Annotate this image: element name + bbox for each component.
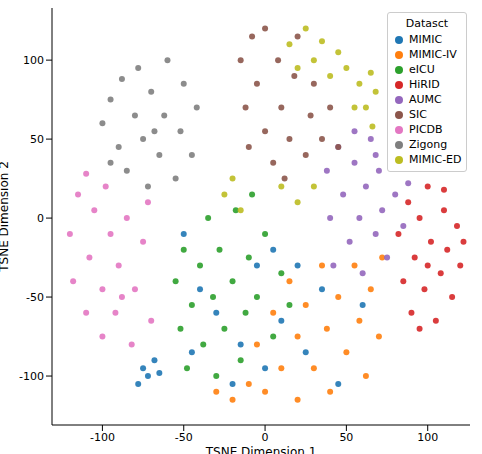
svg-text:0: 0 bbox=[37, 212, 44, 225]
html-text:Datasct: Datasct bbox=[405, 17, 449, 30]
html-text:eICU: eICU bbox=[409, 63, 435, 76]
html-text:AUMC: AUMC bbox=[409, 93, 442, 106]
html-text:MIMIC-ED: MIMIC-ED bbox=[409, 153, 462, 166]
svg-text:-50: -50 bbox=[175, 431, 193, 444]
svg-text:50: 50 bbox=[30, 133, 44, 146]
html-text:Zigong: Zigong bbox=[409, 138, 448, 151]
svg-text:TSNE Dimension 2: TSNE Dimension 2 bbox=[8, 161, 11, 273]
html-text:MIMIC-IV: MIMIC-IV bbox=[409, 48, 457, 61]
html-text:HiRID: HiRID bbox=[409, 78, 440, 91]
svg-text:100: 100 bbox=[23, 54, 44, 67]
html-text:MIMIC: MIMIC bbox=[409, 33, 443, 46]
svg-text:TSNE Dimension 1: TSNE Dimension 1 bbox=[205, 445, 317, 454]
svg-text:-50: -50 bbox=[26, 291, 44, 304]
svg-text:-100: -100 bbox=[90, 431, 115, 444]
svg-text:50: 50 bbox=[339, 431, 353, 444]
svg-text:100: 100 bbox=[417, 431, 438, 444]
html-text:SIC: SIC bbox=[409, 108, 427, 121]
svg-text:-100: -100 bbox=[19, 370, 44, 383]
html-text:PICDB: PICDB bbox=[409, 123, 443, 136]
svg-text:0: 0 bbox=[262, 431, 269, 444]
